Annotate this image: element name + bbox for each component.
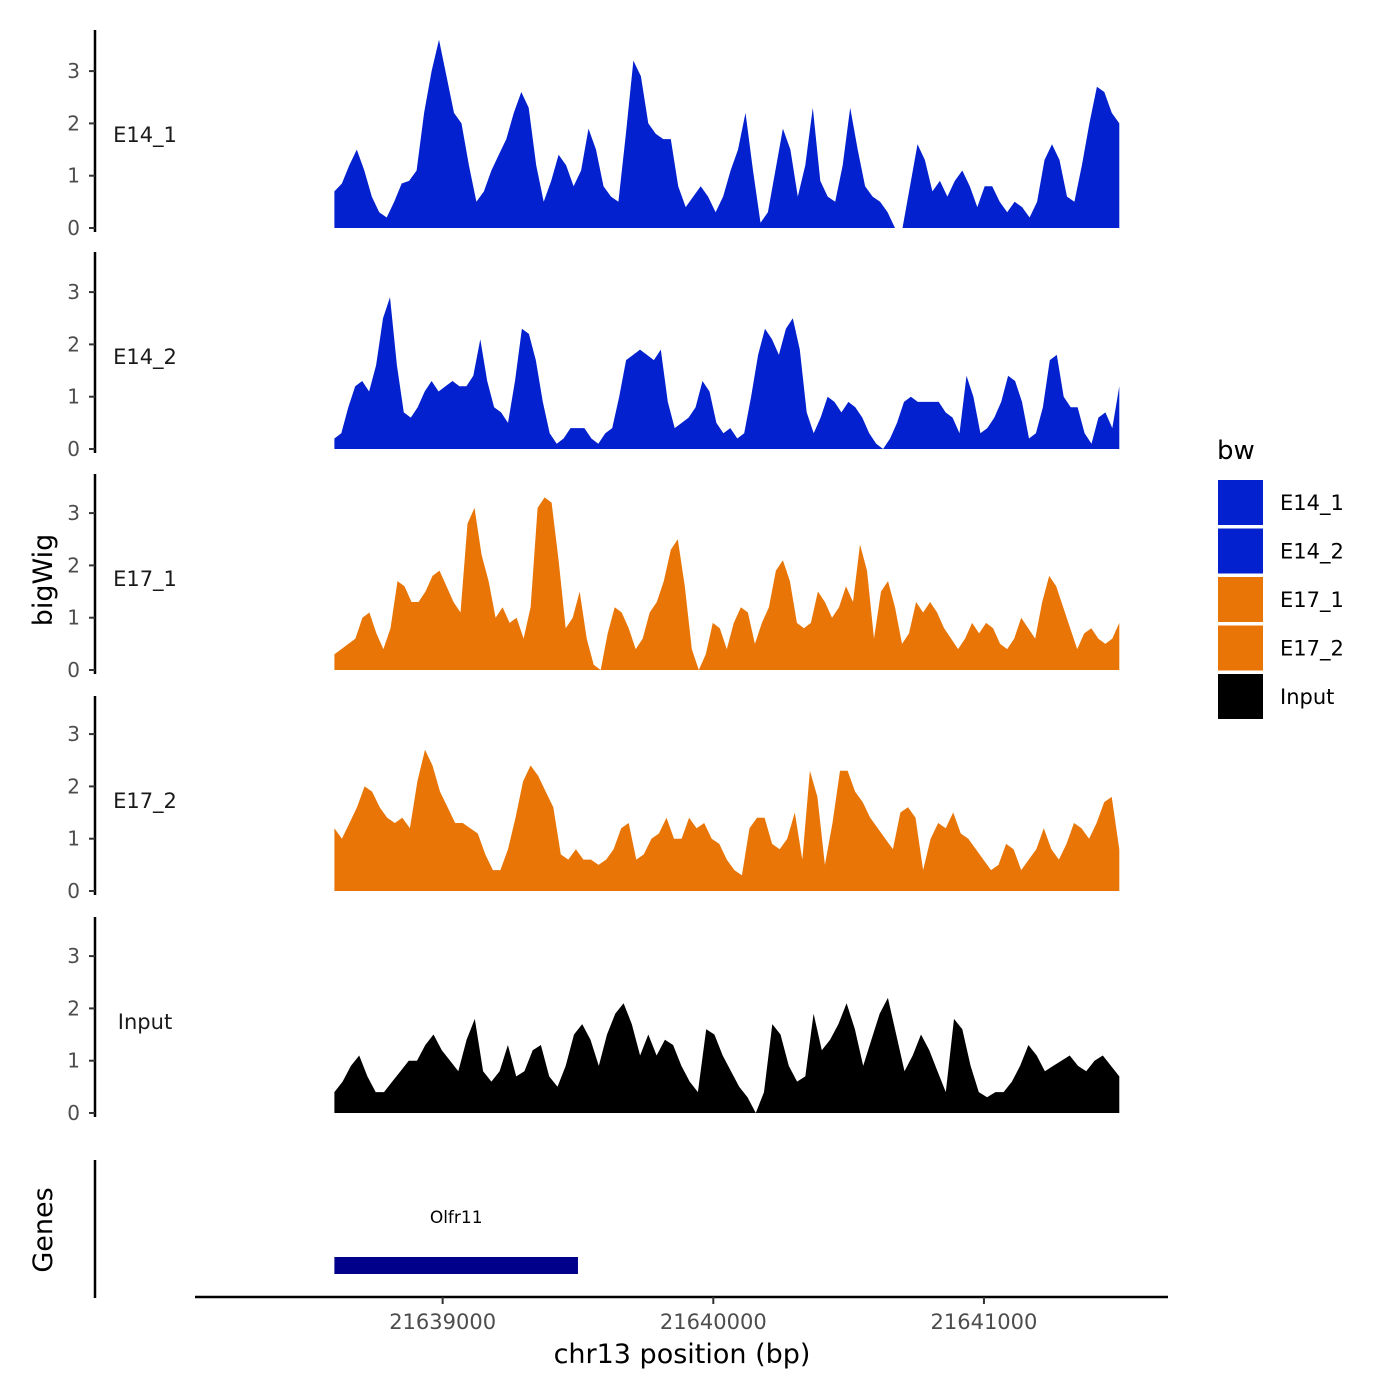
x-axis: 21639000 21640000 21641000	[195, 1295, 1168, 1334]
x-axis-label: chr13 position (bp)	[554, 1339, 811, 1370]
legend-entry-label: E17_1	[1280, 588, 1344, 613]
track-label: E14_2	[113, 345, 177, 370]
legend-entry-label: E14_2	[1280, 540, 1344, 565]
y-tick-label: 1	[67, 385, 80, 409]
y-tick-label: 0	[67, 437, 80, 461]
y-tick-label: 2	[67, 996, 80, 1020]
x-tick-label: 21639000	[389, 1310, 496, 1334]
y-tick-label: 2	[67, 332, 80, 356]
legend-entry-label: Input	[1280, 685, 1334, 709]
gene-label: Olfr11	[430, 1208, 483, 1228]
signal-area-e17-2	[334, 749, 1120, 891]
signal-area-e17-1	[334, 497, 1120, 670]
signal-area-e14-2	[334, 297, 1120, 449]
track-e14-1: 0 1 2 3 E14_1	[67, 30, 1120, 240]
track-label: E14_1	[113, 123, 177, 148]
y-tick-label: 2	[67, 111, 80, 135]
gene-bar	[334, 1257, 578, 1274]
legend-swatch	[1218, 480, 1263, 525]
track-e17-2: 0 1 2 3 E17_2	[67, 696, 1120, 903]
y-tick-label: 0	[67, 879, 80, 903]
y-tick-label: 3	[67, 280, 80, 304]
y-tick-label: 0	[67, 1101, 80, 1125]
y-tick-label: 0	[67, 216, 80, 240]
legend-entry-label: E14_1	[1280, 491, 1344, 516]
y-tick-label: 3	[67, 501, 80, 525]
y-tick-label: 1	[67, 164, 80, 188]
y-tick-label: 3	[67, 722, 80, 746]
x-tick-label: 21640000	[660, 1310, 767, 1334]
track-e14-2: 0 1 2 3 E14_2	[67, 252, 1120, 461]
track-input: 0 1 2 3 Input	[67, 917, 1120, 1125]
y-tick-label: 1	[67, 1049, 80, 1073]
y-tick-label: 2	[67, 553, 80, 577]
y-tick-label: 1	[67, 827, 80, 851]
genes-axis-label: Genes	[28, 1187, 59, 1272]
y-tick-label: 3	[67, 944, 80, 968]
y-tick-label: 3	[67, 59, 80, 83]
legend-title: bw	[1217, 436, 1255, 466]
y-tick-label: 0	[67, 658, 80, 682]
track-e17-1: 0 1 2 3 E17_1	[67, 474, 1120, 682]
y-tick-label: 1	[67, 606, 80, 630]
legend-swatch	[1218, 674, 1263, 719]
signal-area-input	[334, 997, 1120, 1113]
signal-area-e14-1	[334, 39, 1120, 229]
legend-entry-label: E17_2	[1280, 637, 1344, 662]
track-label: E17_1	[113, 567, 177, 592]
legend-swatch	[1218, 528, 1263, 574]
legend-swatch	[1218, 625, 1263, 671]
y-axis-label: bigWig	[28, 534, 59, 627]
track-label: E17_2	[113, 789, 177, 814]
signal-tracks: 0 1 2 3 E14_1 0 1 2 3 E14_2 0 1 2 3 E17_1 0 1 2 3 E17_2 0 1 2 3…	[67, 30, 1120, 1125]
genes-track: Olfr11	[93, 1160, 578, 1298]
y-tick-label: 2	[67, 774, 80, 798]
legend-swatch	[1218, 577, 1263, 622]
track-label: Input	[118, 1010, 172, 1034]
x-tick-label: 21641000	[931, 1310, 1038, 1334]
legend: bw E14_1 E14_2 E17_1 E17_2 Input	[1217, 436, 1344, 719]
